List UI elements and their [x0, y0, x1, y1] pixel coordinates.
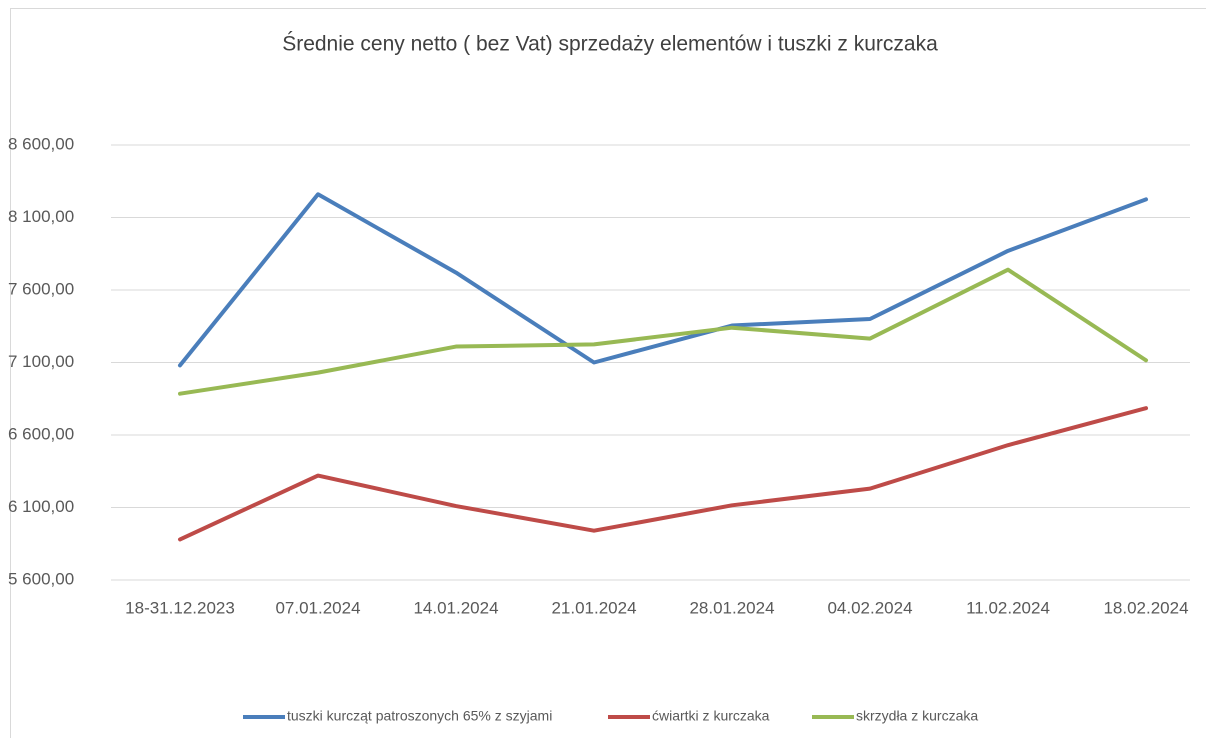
- series-line: [178, 406, 1148, 542]
- chart-frame: [10, 8, 1206, 738]
- series-line: [178, 267, 1148, 396]
- x-tick-label: 21.01.2024: [551, 598, 636, 617]
- x-tick-label: 18-31.12.2023: [125, 598, 235, 617]
- y-tick-label: 6 100,00: [8, 497, 74, 516]
- y-tick-label: 7 100,00: [8, 352, 74, 371]
- x-tick-label: 18.02.2024: [1103, 598, 1188, 617]
- x-tick-label: 14.01.2024: [413, 598, 498, 617]
- x-tick-label: 11.02.2024: [966, 598, 1050, 617]
- legend-label: skrzydła z kurczaka: [856, 708, 978, 724]
- y-tick-label: 5 600,00: [8, 569, 74, 588]
- series-line: [178, 192, 1148, 368]
- y-tick-label: 6 600,00: [8, 424, 74, 443]
- y-tick-label: 7 600,00: [8, 279, 74, 298]
- x-tick-label: 28.01.2024: [689, 598, 774, 617]
- y-tick-label: 8 600,00: [8, 134, 74, 153]
- legend-label: tuszki kurcząt patroszonych 65% z szyjam…: [287, 708, 552, 724]
- y-tick-label: 8 100,00: [8, 207, 74, 226]
- x-tick-label: 07.01.2024: [275, 598, 360, 617]
- legend-label: ćwiartki z kurczaka: [652, 708, 770, 724]
- x-tick-label: 04.02.2024: [827, 598, 912, 617]
- chart-title: Średnie ceny netto ( bez Vat) sprzedaży …: [282, 32, 938, 56]
